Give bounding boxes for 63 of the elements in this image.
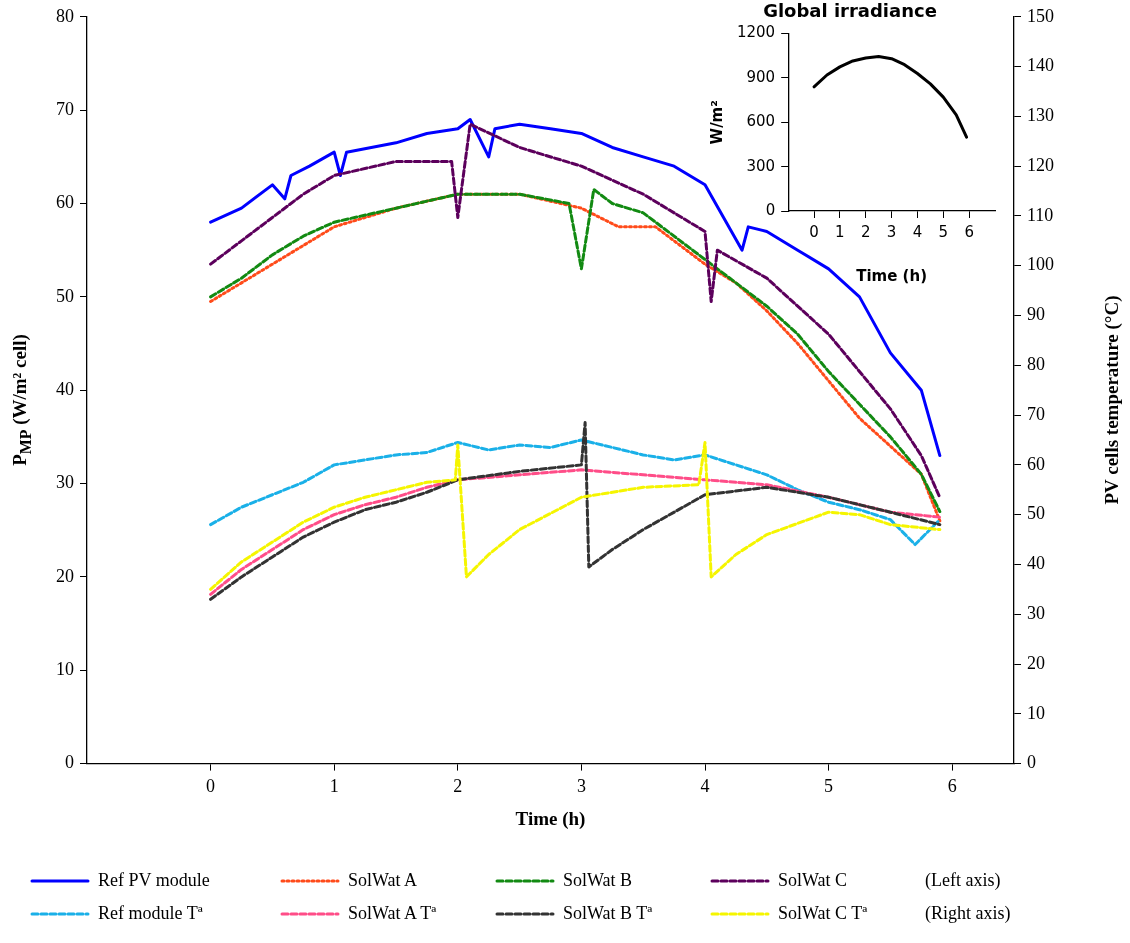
legend-label: SolWat C Tª <box>778 903 868 924</box>
x-tick-label: 6 <box>947 776 957 797</box>
y2-tick-label: 30 <box>1027 602 1045 623</box>
y2-tick-label: 90 <box>1027 304 1045 325</box>
text: (Right axis) <box>925 903 1012 924</box>
legend-label: SolWat B <box>563 870 633 891</box>
x-tick-label: 0 <box>809 222 819 241</box>
x-tick-label: 2 <box>860 222 871 241</box>
x-tick-label: 1 <box>835 222 845 241</box>
legend-label: SolWat A <box>348 870 418 891</box>
line-series <box>209 440 942 591</box>
y2-tick-label: 10 <box>1027 702 1045 723</box>
y-tick-label: 80 <box>56 5 74 26</box>
legend-label: Ref PV module <box>98 870 210 891</box>
y-tick-label: 900 <box>746 67 776 86</box>
y-tick-label: 50 <box>56 285 74 306</box>
y2-tick-label: 20 <box>1027 652 1045 673</box>
legend-label: SolWat C <box>778 870 848 891</box>
y2-tick-label: 60 <box>1027 453 1045 474</box>
y2-tick-label: 100 <box>1027 254 1054 275</box>
y2-tick-label: 120 <box>1027 154 1054 175</box>
legend-label: SolWat A Tª <box>348 903 437 924</box>
y2-tick-label: 0 <box>1027 752 1036 773</box>
y2-tick-label: 50 <box>1027 503 1045 524</box>
y-tick-label: 600 <box>746 112 776 131</box>
x-tick-label: 3 <box>886 222 897 241</box>
x-tick-label: 5 <box>938 222 949 241</box>
x-tick-label: 4 <box>912 222 923 241</box>
y2-tick-label: 40 <box>1027 553 1045 574</box>
legend-label: SolWat B Tª <box>563 903 653 924</box>
y-tick-label: 0 <box>765 200 776 219</box>
x-tick-label: 4 <box>700 776 710 797</box>
y-tick-label: 1200 <box>736 23 776 42</box>
y2-tick-label: 140 <box>1027 55 1054 76</box>
x-tick-label: 6 <box>964 222 974 241</box>
line-series <box>209 468 942 596</box>
y-tick-label: 0 <box>65 752 74 773</box>
text: (Left axis) <box>925 870 1002 891</box>
x-tick-label: 2 <box>453 776 463 797</box>
x-tick-label: 1 <box>329 776 339 797</box>
line-series <box>209 438 942 547</box>
x-tick-label: 5 <box>824 776 834 797</box>
y-tick-label: 60 <box>56 192 74 213</box>
y-tick-label: 20 <box>56 565 74 586</box>
y-tick-label: 30 <box>56 472 74 493</box>
y-tick-label: 300 <box>746 156 776 175</box>
x-axis-title: Time (h) <box>856 266 927 285</box>
y2-axis-title: PV cells temperature (°C) <box>1101 295 1123 505</box>
y2-tick-label: 150 <box>1027 5 1054 26</box>
legend-label: Ref module Tª <box>98 903 203 924</box>
chart-title: Global irradiance <box>763 0 937 22</box>
y-axis-title: W/m² <box>707 100 726 145</box>
x-tick-label: 0 <box>206 776 216 797</box>
y2-tick-label: 80 <box>1027 354 1045 375</box>
y-tick-label: 10 <box>56 658 74 679</box>
y2-tick-label: 130 <box>1027 105 1054 126</box>
x-tick-label: 3 <box>576 776 586 797</box>
y-tick-label: 70 <box>56 98 74 119</box>
y2-tick-label: 110 <box>1027 204 1054 225</box>
x-axis-title: Time (h) <box>515 807 586 830</box>
y2-tick-label: 70 <box>1027 403 1045 424</box>
line-series <box>209 421 942 601</box>
y-tick-label: 40 <box>56 378 74 399</box>
